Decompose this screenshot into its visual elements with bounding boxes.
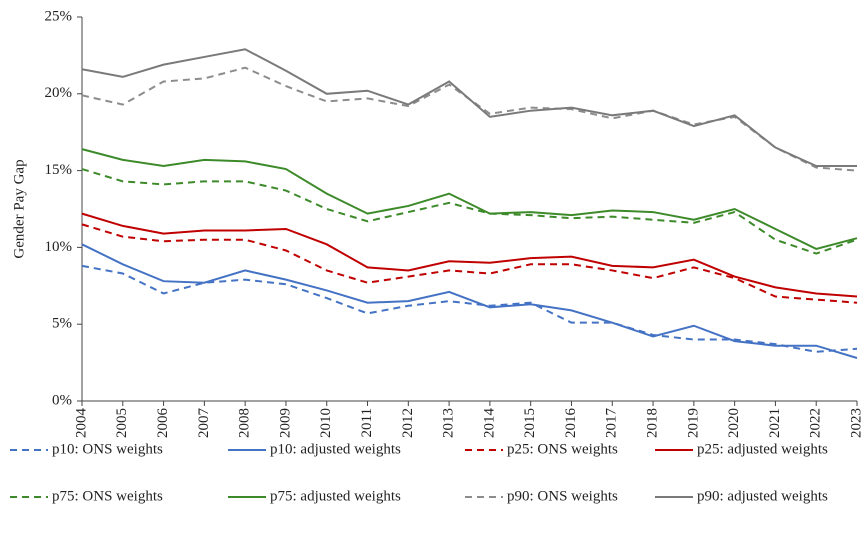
x-tick-label: 2019	[685, 408, 701, 438]
x-tick-label: 2023	[848, 408, 864, 438]
y-tick-label: 15%	[45, 162, 73, 178]
x-tick-label: 2006	[155, 408, 171, 439]
y-tick-label: 0%	[52, 392, 72, 408]
x-tick-label: 2008	[237, 408, 253, 438]
y-tick-label: 25%	[45, 8, 73, 24]
legend-label: p25: adjusted weights	[697, 441, 828, 457]
series-line	[81, 48, 857, 167]
legend-label: p90: adjusted weights	[697, 488, 828, 504]
legend-label: p75: adjusted weights	[270, 488, 401, 504]
x-tick-label: 2011	[359, 408, 375, 437]
y-tick-label: 10%	[45, 239, 73, 255]
series-line	[81, 148, 858, 250]
x-tick-label: 2017	[604, 408, 620, 439]
x-tick-label: 2018	[644, 408, 660, 438]
y-tick-label: 5%	[52, 316, 72, 332]
x-tick-label: 2005	[114, 408, 130, 438]
legend-label: p10: adjusted weights	[270, 441, 401, 457]
x-tick-label: 2012	[400, 408, 416, 438]
x-tick-label: 2007	[196, 408, 212, 439]
y-axis-label: Gender Pay Gap	[11, 159, 27, 258]
x-tick-label: 2021	[767, 408, 783, 438]
legend-label: p75: ONS weights	[52, 488, 163, 504]
x-tick-label: 2010	[318, 408, 334, 438]
legend-label: p10: ONS weights	[52, 441, 163, 457]
x-tick-label: 2016	[563, 408, 579, 439]
x-tick-label: 2022	[808, 408, 824, 438]
legend-label: p25: ONS weights	[507, 441, 618, 457]
series-line	[81, 168, 858, 255]
x-tick-label: 2009	[277, 408, 293, 438]
x-tick-label: 2014	[481, 408, 497, 439]
series-line	[81, 223, 858, 304]
x-tick-label: 2013	[441, 408, 457, 438]
x-tick-label: 2015	[522, 408, 538, 438]
series-line	[81, 212, 858, 298]
series-line	[81, 243, 858, 359]
x-tick-label: 2004	[73, 408, 89, 439]
y-tick-label: 20%	[45, 85, 73, 101]
legend-label: p90: ONS weights	[507, 488, 618, 504]
x-tick-label: 2020	[726, 408, 742, 438]
